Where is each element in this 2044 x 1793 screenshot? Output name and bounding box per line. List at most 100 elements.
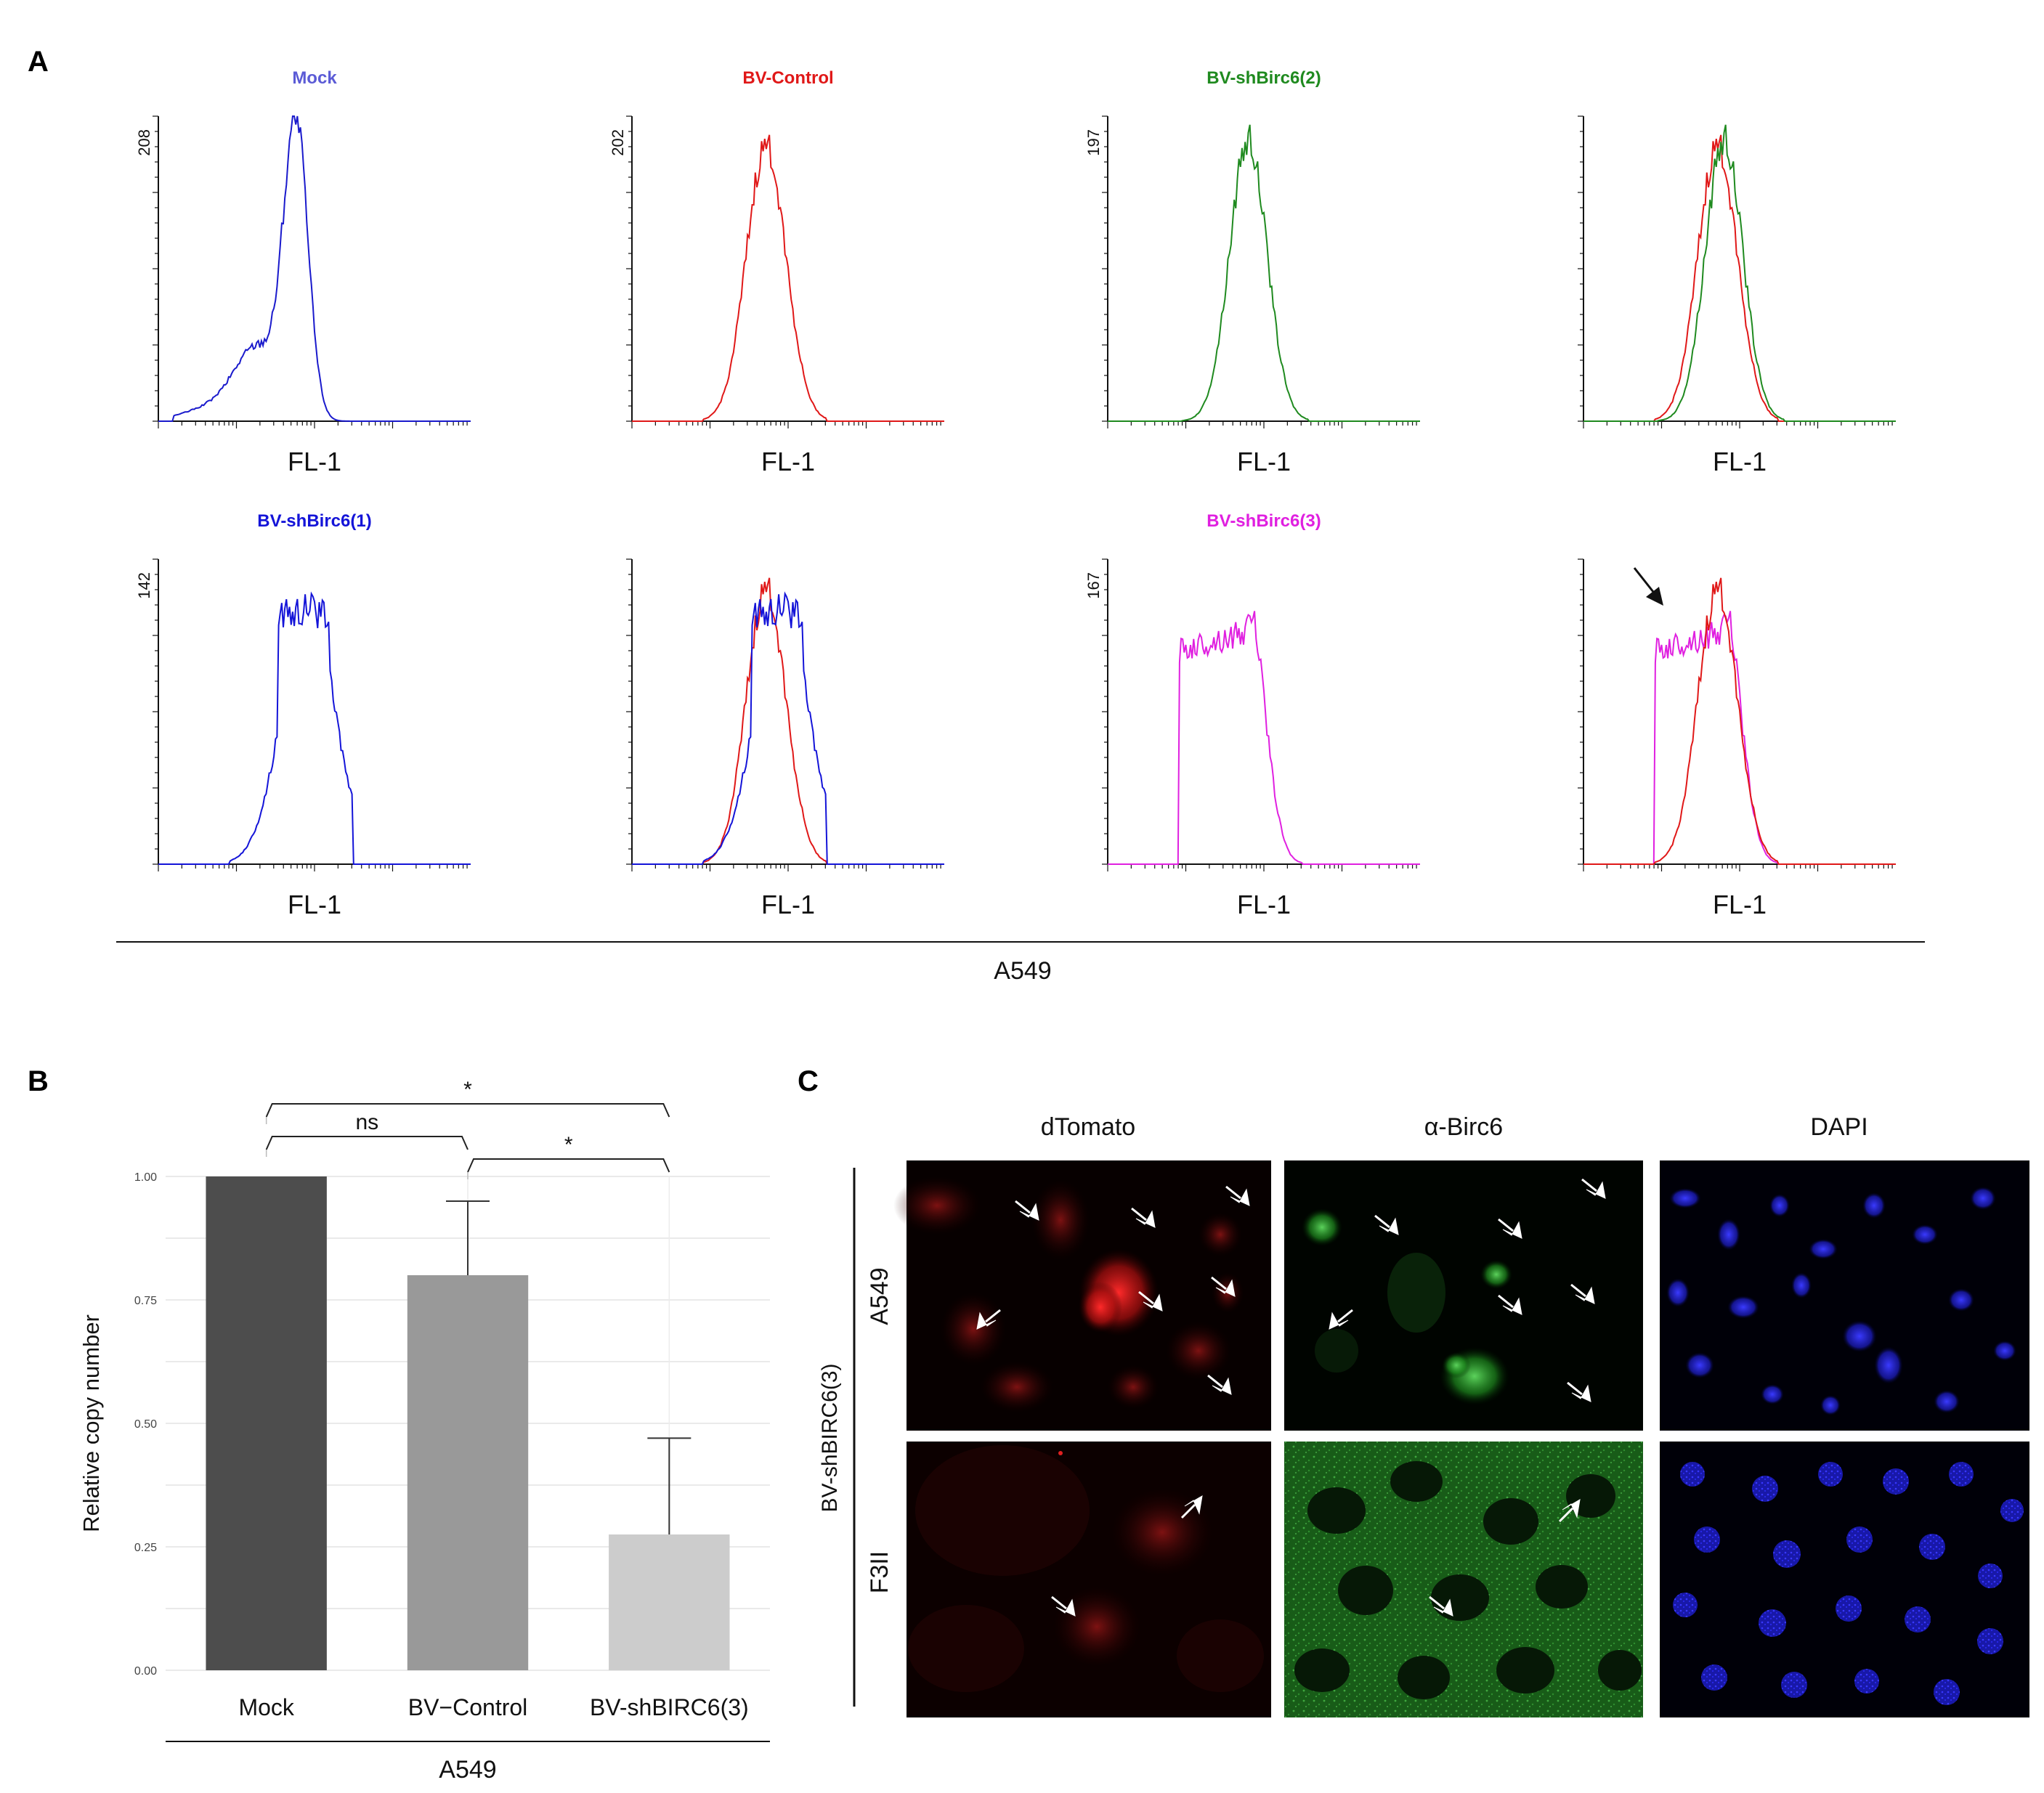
arrow-tail: [1498, 1294, 1514, 1309]
micrograph-f3ii-dapi: [1660, 1442, 2029, 1717]
panel-a-letter: A: [28, 46, 49, 78]
arrow-tail: [1225, 1185, 1241, 1200]
panel-c-letter: C: [798, 1065, 819, 1097]
arrow-tail: [1337, 1309, 1353, 1323]
arrowhead-marker: [1562, 1499, 1581, 1518]
arrowhead-marker: [1230, 1188, 1250, 1206]
histogram-overlay-2: FL-1: [1578, 115, 1896, 476]
arrowhead-marker: [1055, 1598, 1076, 1617]
y-tick-label: 0.25: [134, 1542, 157, 1554]
histogram-trace: [1108, 611, 1420, 865]
significance-label: *: [463, 1078, 472, 1102]
row-label-f3ii: F3II: [866, 1551, 893, 1594]
x-axis-label: FL-1: [1713, 447, 1767, 476]
arrow-tail: [1429, 1595, 1445, 1610]
arrowhead-marker: [1143, 1293, 1163, 1312]
x-tick-label: Mock: [238, 1694, 294, 1720]
row-label-a549: A549: [866, 1267, 893, 1325]
x-tick-label: BV−Control: [408, 1694, 528, 1720]
histogram-bv-shbirc6-2: BV-shBirc6(2) 197 FL-1: [1084, 68, 1420, 476]
arrow-tail: [1015, 1200, 1031, 1214]
arrowhead-marker: [1502, 1221, 1522, 1239]
histogram-grid: Mock208FL-1BV-Control202FL-1BV-shBirc6(2…: [135, 68, 1896, 919]
panel-b-letter: B: [28, 1065, 49, 1097]
significance-bracket: [467, 1158, 670, 1173]
y-max-label: 208: [135, 129, 153, 156]
micrograph-a549-dtomato: [893, 1160, 1271, 1431]
arrowhead-marker: [1502, 1297, 1522, 1315]
micrograph-a549-dapi: [1660, 1160, 2029, 1431]
histogram-trace: [1108, 124, 1420, 422]
bar-0: [206, 1176, 327, 1670]
x-axis-label: FL-1: [1713, 890, 1767, 919]
arrow-tail: [1570, 1283, 1586, 1298]
arrow-tail: [1581, 1178, 1597, 1192]
x-axis-label: FL-1: [288, 447, 341, 476]
x-axis-label: FL-1: [761, 447, 815, 476]
x-axis-label: FL-1: [761, 890, 815, 919]
arrowhead-marker: [1329, 1312, 1349, 1330]
histogram-trace: [1583, 134, 1896, 422]
arrowhead-marker: [1212, 1377, 1232, 1395]
y-axis-label: Relative copy number: [78, 1314, 104, 1532]
y-max-label: 142: [135, 572, 153, 599]
arrowhead-marker: [1379, 1217, 1399, 1235]
histogram-trace: [1583, 577, 1896, 865]
y-tick-label: 0.75: [134, 1295, 157, 1307]
y-tick-label: 1.00: [134, 1171, 157, 1184]
x-axis-label: FL-1: [288, 890, 341, 919]
y-max-label: 167: [1084, 572, 1103, 599]
arrowheads-overlay: [976, 1178, 1606, 1617]
micrograph-f3ii-dtomato: [907, 1442, 1271, 1717]
arrow-tail: [1138, 1290, 1154, 1305]
histogram-title: BV-shBirc6(3): [1206, 511, 1321, 531]
x-tick-label: BV-shBIRC6(3): [590, 1694, 749, 1720]
histogram-bv-shbirc6-3: BV-shBirc6(3) 167 FL-1: [1084, 511, 1420, 919]
arrowhead-marker: [1019, 1203, 1039, 1221]
y-max-label: 197: [1084, 129, 1103, 156]
histogram-title: BV-shBirc6(2): [1206, 68, 1321, 88]
side-label: BV-shBIRC6(3): [818, 1363, 842, 1512]
x-axis-label: FL-1: [1237, 447, 1291, 476]
group-label-b: A549: [439, 1756, 496, 1784]
histogram-title: BV-shBirc6(1): [257, 511, 371, 531]
arrowhead-marker: [1433, 1598, 1453, 1617]
arrow-tail: [1558, 1507, 1574, 1523]
arrowhead-marker: [1215, 1279, 1236, 1297]
histogram-trace: [632, 591, 944, 865]
histogram-trace: [1583, 124, 1896, 422]
bar-1: [407, 1275, 529, 1670]
column-label-dapi: DAPI: [1810, 1113, 1867, 1141]
x-axis-label: FL-1: [1237, 890, 1291, 919]
histogram-trace: [1583, 611, 1896, 865]
column-label-dtomato: dTomato: [1041, 1113, 1135, 1141]
significance-bracket: [265, 1103, 670, 1118]
histogram-overlay-1: FL-1: [626, 558, 944, 919]
arrowhead-marker: [976, 1312, 997, 1330]
histogram-bv-control: BV-Control 202 FL-1: [609, 68, 944, 476]
histogram-title: Mock: [292, 68, 337, 88]
arrow-annotation: [1633, 567, 1663, 606]
group-label-a: A549: [994, 957, 1051, 985]
histogram-title: BV-Control: [742, 68, 833, 88]
arrow-tail: [1211, 1276, 1227, 1290]
y-tick-label: 0.50: [134, 1418, 157, 1431]
arrow-tail: [1180, 1503, 1196, 1519]
arrowhead-marker: [1586, 1181, 1606, 1199]
histogram-trace: [632, 134, 944, 422]
column-label-birc6: α-Birc6: [1424, 1113, 1503, 1141]
arrowhead-marker: [1575, 1286, 1595, 1304]
arrow-tail: [1051, 1595, 1067, 1610]
significance-bracket: [265, 1136, 469, 1150]
arrow-tail: [1131, 1207, 1147, 1221]
histogram-mock: Mock 208 FL-1: [135, 68, 471, 476]
bar-2: [609, 1534, 730, 1670]
arrow-tail: [1207, 1374, 1223, 1389]
histogram-trace: [158, 115, 471, 422]
micrograph-f3ii-birc6: [1284, 1442, 1643, 1717]
histogram-trace: [158, 591, 471, 865]
histogram-overlay-3: FL-1: [1578, 558, 1896, 919]
significance-label: *: [564, 1133, 573, 1157]
